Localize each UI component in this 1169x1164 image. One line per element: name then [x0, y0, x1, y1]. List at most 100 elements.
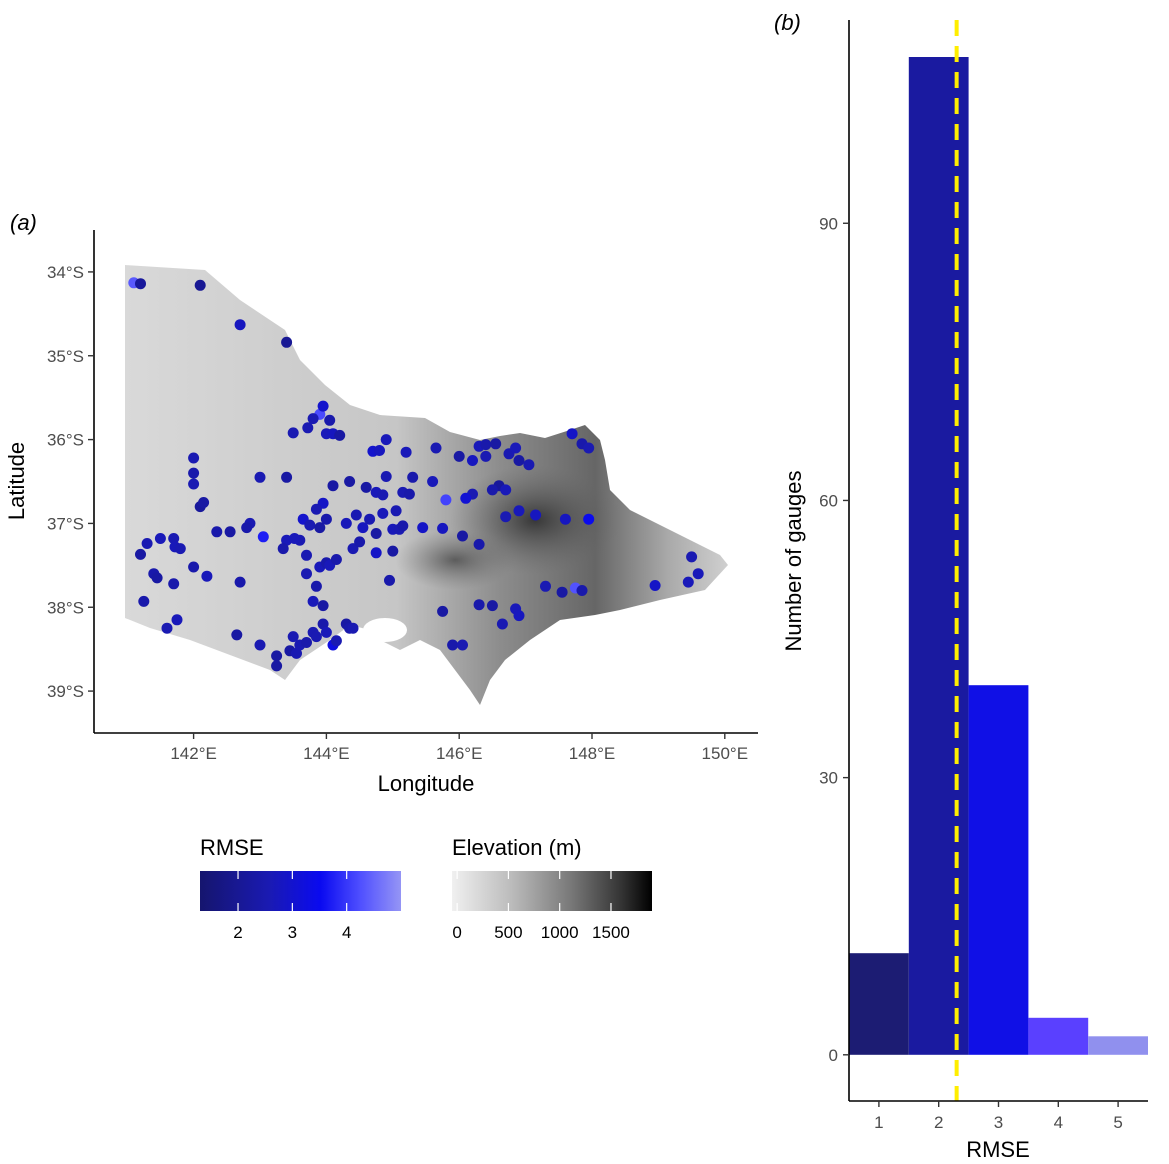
- gauge-point: [513, 455, 525, 466]
- gauge-point: [513, 505, 525, 517]
- gauge-point: [317, 400, 329, 412]
- map-y-tick-label: 38°S: [47, 598, 84, 617]
- map-y-tick-label: 39°S: [47, 682, 84, 701]
- hist-x-axis-title: RMSE: [966, 1137, 1030, 1162]
- gauge-points: [128, 277, 704, 672]
- victoria-elevation-raster: [125, 265, 728, 705]
- gauge-point: [390, 505, 402, 517]
- histogram-bar: [968, 685, 1029, 1055]
- gauge-point: [287, 631, 299, 643]
- port-phillip-bay: [363, 618, 407, 642]
- gauge-point: [281, 336, 293, 348]
- gauge-point: [188, 561, 200, 573]
- gauge-point: [194, 279, 206, 291]
- gauge-point: [427, 476, 439, 487]
- gauge-point: [486, 484, 498, 496]
- gauge-point: [559, 513, 571, 525]
- gauge-point: [377, 507, 389, 519]
- gauge-point: [135, 548, 146, 560]
- elevation-legend: Elevation (m) 0 500 1000 1500: [452, 835, 652, 942]
- gauge-point: [188, 452, 200, 464]
- gauge-point: [384, 574, 395, 586]
- gauge-point: [334, 429, 346, 441]
- gauge-point: [301, 637, 312, 648]
- gauge-point: [310, 580, 322, 592]
- gauge-point: [168, 533, 180, 544]
- map-x-tick-label: 146°E: [436, 744, 483, 763]
- gauge-point: [486, 600, 498, 612]
- gauge-point: [301, 549, 312, 561]
- gauge-point: [350, 509, 362, 521]
- gauge-point: [141, 538, 153, 549]
- hist-y-tick-label: 90: [819, 214, 838, 233]
- gauge-point: [271, 660, 283, 672]
- histogram-bar: [908, 57, 969, 1055]
- gauge-point: [400, 446, 412, 458]
- gauge-point: [320, 513, 332, 525]
- gauge-point: [473, 538, 485, 550]
- gauge-point: [387, 545, 399, 557]
- histogram-bar: [849, 953, 909, 1055]
- gauge-point: [440, 494, 452, 506]
- gauge-point: [289, 533, 300, 544]
- rmse-legend: RMSE 2 3 4: [200, 835, 401, 942]
- gauge-point: [583, 513, 595, 525]
- hist-y-tick-label: 0: [829, 1046, 838, 1065]
- gauge-point: [257, 531, 269, 543]
- map-y-tick-label: 36°S: [47, 431, 84, 450]
- gauge-point: [314, 522, 326, 534]
- gauge-point: [231, 629, 243, 641]
- hist-y-tick-label: 60: [819, 491, 838, 510]
- gauge-point: [576, 585, 588, 596]
- histogram-bars: [849, 20, 1148, 1101]
- gauge-point: [437, 605, 449, 617]
- elevation-legend-tick-label: 500: [494, 923, 522, 942]
- histogram-bar: [1028, 1017, 1089, 1055]
- gauge-point: [510, 442, 522, 454]
- gauge-point: [460, 492, 472, 504]
- hist-x-tick-label: 4: [1054, 1113, 1063, 1132]
- gauge-point: [364, 513, 376, 525]
- gauge-point: [583, 442, 595, 454]
- gauge-point: [457, 530, 468, 542]
- gauge-point: [417, 522, 429, 534]
- gauge-point: [530, 509, 542, 521]
- map-axes: 142°E 144°E 146°E 148°E 150°E 34°S 35°S 36°S 37°…: [47, 230, 758, 763]
- gauge-point: [347, 622, 359, 634]
- gauge-point: [241, 522, 253, 534]
- rmse-legend-title: RMSE: [200, 835, 264, 860]
- gauge-point: [556, 586, 568, 598]
- gauge-point: [304, 519, 316, 531]
- gauge-point: [281, 471, 293, 483]
- gauge-point: [330, 635, 342, 647]
- gauge-point: [234, 319, 246, 331]
- hist-x-tick-label: 5: [1113, 1113, 1122, 1132]
- gauge-point: [523, 459, 535, 471]
- gauge-point: [234, 576, 246, 588]
- elevation-legend-title: Elevation (m): [452, 835, 582, 860]
- gauge-point: [340, 517, 352, 529]
- gauge-point: [649, 580, 661, 591]
- gauge-point: [307, 595, 319, 607]
- gauge-point: [490, 438, 502, 450]
- gauge-point: [277, 543, 289, 555]
- gauge-point: [407, 471, 419, 483]
- gauge-point: [317, 600, 329, 612]
- gauge-point: [254, 639, 266, 651]
- gauge-point: [370, 528, 382, 539]
- gauge-point: [692, 568, 704, 580]
- gauge-point: [437, 522, 449, 534]
- hist-x-tick-label: 3: [994, 1113, 1003, 1132]
- map-panel: [125, 265, 728, 705]
- gauge-point: [171, 614, 183, 626]
- gauge-point: [168, 578, 180, 590]
- map-y-tick-label: 37°S: [47, 514, 84, 533]
- map-x-tick-label: 144°E: [303, 744, 350, 763]
- gauge-point: [271, 650, 283, 662]
- gauge-point: [198, 497, 210, 508]
- gauge-point: [357, 522, 369, 534]
- hist-x-tick-label: 1: [874, 1113, 883, 1132]
- hist-x-tick-label: 2: [934, 1113, 943, 1132]
- gauge-point: [447, 639, 459, 651]
